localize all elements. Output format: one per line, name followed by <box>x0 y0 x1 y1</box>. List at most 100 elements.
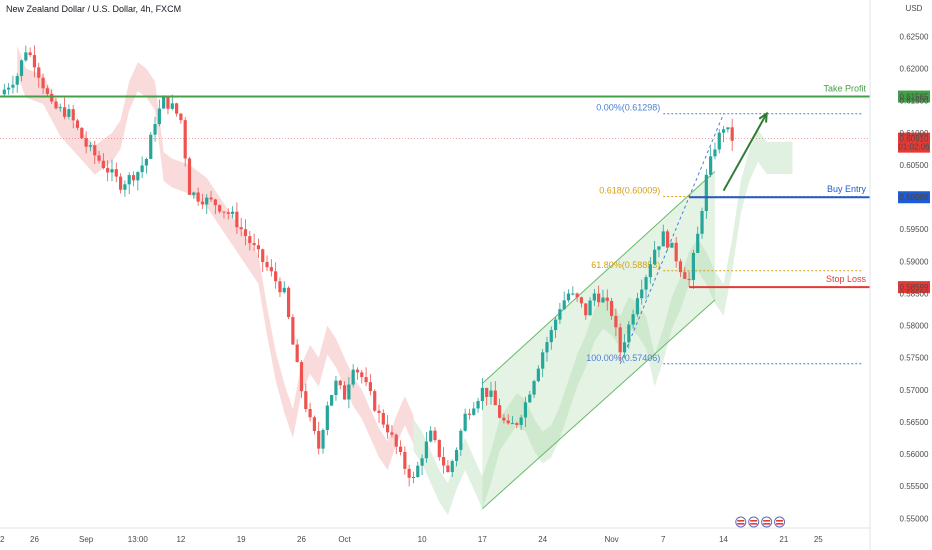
event-flag-stripe-icon <box>776 520 784 522</box>
candle-body <box>106 168 110 173</box>
candle-body <box>566 293 571 301</box>
candle-body <box>614 315 618 328</box>
x-tick-label-5: 19 <box>237 535 246 544</box>
candle-body <box>726 127 730 130</box>
x-tick-label-2: Sep <box>79 535 94 544</box>
candle-body <box>553 319 558 331</box>
y-tick-label-15: 0.55000 <box>900 514 929 523</box>
candle-body <box>222 211 226 213</box>
candle-body <box>364 377 368 383</box>
candle-body <box>192 192 196 195</box>
candle-body <box>28 52 32 56</box>
candle-body <box>131 175 136 181</box>
candle-body <box>485 387 489 397</box>
candle-body <box>269 267 273 272</box>
candle-body <box>429 430 433 442</box>
candle-body <box>398 446 403 452</box>
candle-body <box>506 420 510 424</box>
candle-body <box>67 109 71 117</box>
candle-body <box>317 431 321 449</box>
x-tick-label-12: 7 <box>661 535 666 544</box>
candle-body <box>321 429 325 449</box>
candle-body <box>291 317 295 345</box>
economic-event-icons <box>735 516 786 528</box>
candle-body <box>226 212 230 214</box>
candle-body <box>648 264 652 278</box>
candle-body <box>446 465 450 473</box>
candle-body <box>704 174 708 212</box>
candle-body <box>355 369 360 373</box>
x-tick-label-11: Nov <box>604 535 618 544</box>
event-flag-icon <box>774 516 786 528</box>
y-tick-label-5: 0.60000 <box>900 193 929 202</box>
candle-body <box>433 430 437 440</box>
event-flag-stripe-icon <box>737 520 745 522</box>
candle-body <box>174 103 179 114</box>
candle-body <box>579 297 584 304</box>
fib-label-3: 100.00%(0.57406) <box>586 353 660 363</box>
candle-body <box>454 449 459 461</box>
candle-body <box>50 93 54 102</box>
time-axis[interactable]: 22 26 Sep 13:00 12 19 26 Oct 10 17 24 Nov 7 14 21 25 <box>0 527 870 544</box>
candle-body <box>196 192 200 202</box>
candle-body <box>416 465 420 478</box>
x-tick-label-3: 13:00 <box>128 535 149 544</box>
candle-body <box>390 432 394 435</box>
candle-body <box>597 293 601 303</box>
x-tick-label-15: 25 <box>814 535 823 544</box>
candle-body <box>110 169 114 173</box>
y-tick-label-13: 0.56000 <box>900 450 929 459</box>
projection-arrow-head <box>758 111 768 123</box>
candle-body <box>541 352 545 369</box>
candle-body <box>657 246 661 250</box>
candle-body <box>123 184 127 190</box>
candle-body <box>683 272 687 279</box>
candle-body <box>84 138 88 147</box>
event-flag-stripe-icon <box>750 520 758 522</box>
candle-body <box>489 390 493 397</box>
candle-body <box>700 211 704 234</box>
fib-label-0: 0.00%(0.61298) <box>596 103 660 113</box>
price-axis[interactable]: USD 0.62500 0.62000 0.61500 0.61000 0.60500 0.… <box>869 0 929 550</box>
candle-body <box>609 300 614 316</box>
chart-title: New Zealand Dollar / U.S. Dollar, 4h, FX… <box>6 4 182 14</box>
candle-body <box>88 145 93 147</box>
candle-body <box>665 231 670 248</box>
candle-body <box>437 439 441 458</box>
event-flag-icon <box>748 516 760 528</box>
candle-body <box>187 158 192 195</box>
projection-arrow-shaft <box>722 113 768 192</box>
candle-body <box>209 197 213 200</box>
candle-body <box>205 197 209 205</box>
x-tick-label-14: 21 <box>779 535 788 544</box>
event-flag-stripe-icon <box>737 523 745 525</box>
x-tick-label-1: 26 <box>30 535 39 544</box>
fib-label-1: 0.618(0.60009) <box>599 186 660 196</box>
candle-body <box>670 242 674 248</box>
bar-countdown: 01:02:06 <box>898 143 930 152</box>
candle-body <box>558 309 562 320</box>
candle-body <box>243 229 248 237</box>
candle-body <box>373 391 377 411</box>
x-tick-label-6: 26 <box>297 535 306 544</box>
candle-body <box>256 245 261 250</box>
x-tick-label-13: 14 <box>719 535 728 544</box>
candle-body <box>549 330 553 343</box>
candle-body <box>295 344 299 363</box>
y-tick-label-14: 0.55500 <box>900 482 929 491</box>
candle-body <box>717 132 721 150</box>
y-tick-label-11: 0.57000 <box>900 386 929 395</box>
candle-body <box>515 423 519 425</box>
buy-entry-price-tag <box>898 191 930 204</box>
candle-body <box>11 84 15 88</box>
candle-body <box>278 281 282 293</box>
candle-body <box>179 113 183 121</box>
candle-body <box>467 413 472 415</box>
candle-body <box>584 303 588 316</box>
x-tick-label-8: 10 <box>418 535 427 544</box>
event-flag-stripe-icon <box>763 523 771 525</box>
y-tick-label-0: 0.62500 <box>900 32 929 41</box>
candle-body <box>170 103 174 109</box>
candle-body <box>93 145 97 156</box>
